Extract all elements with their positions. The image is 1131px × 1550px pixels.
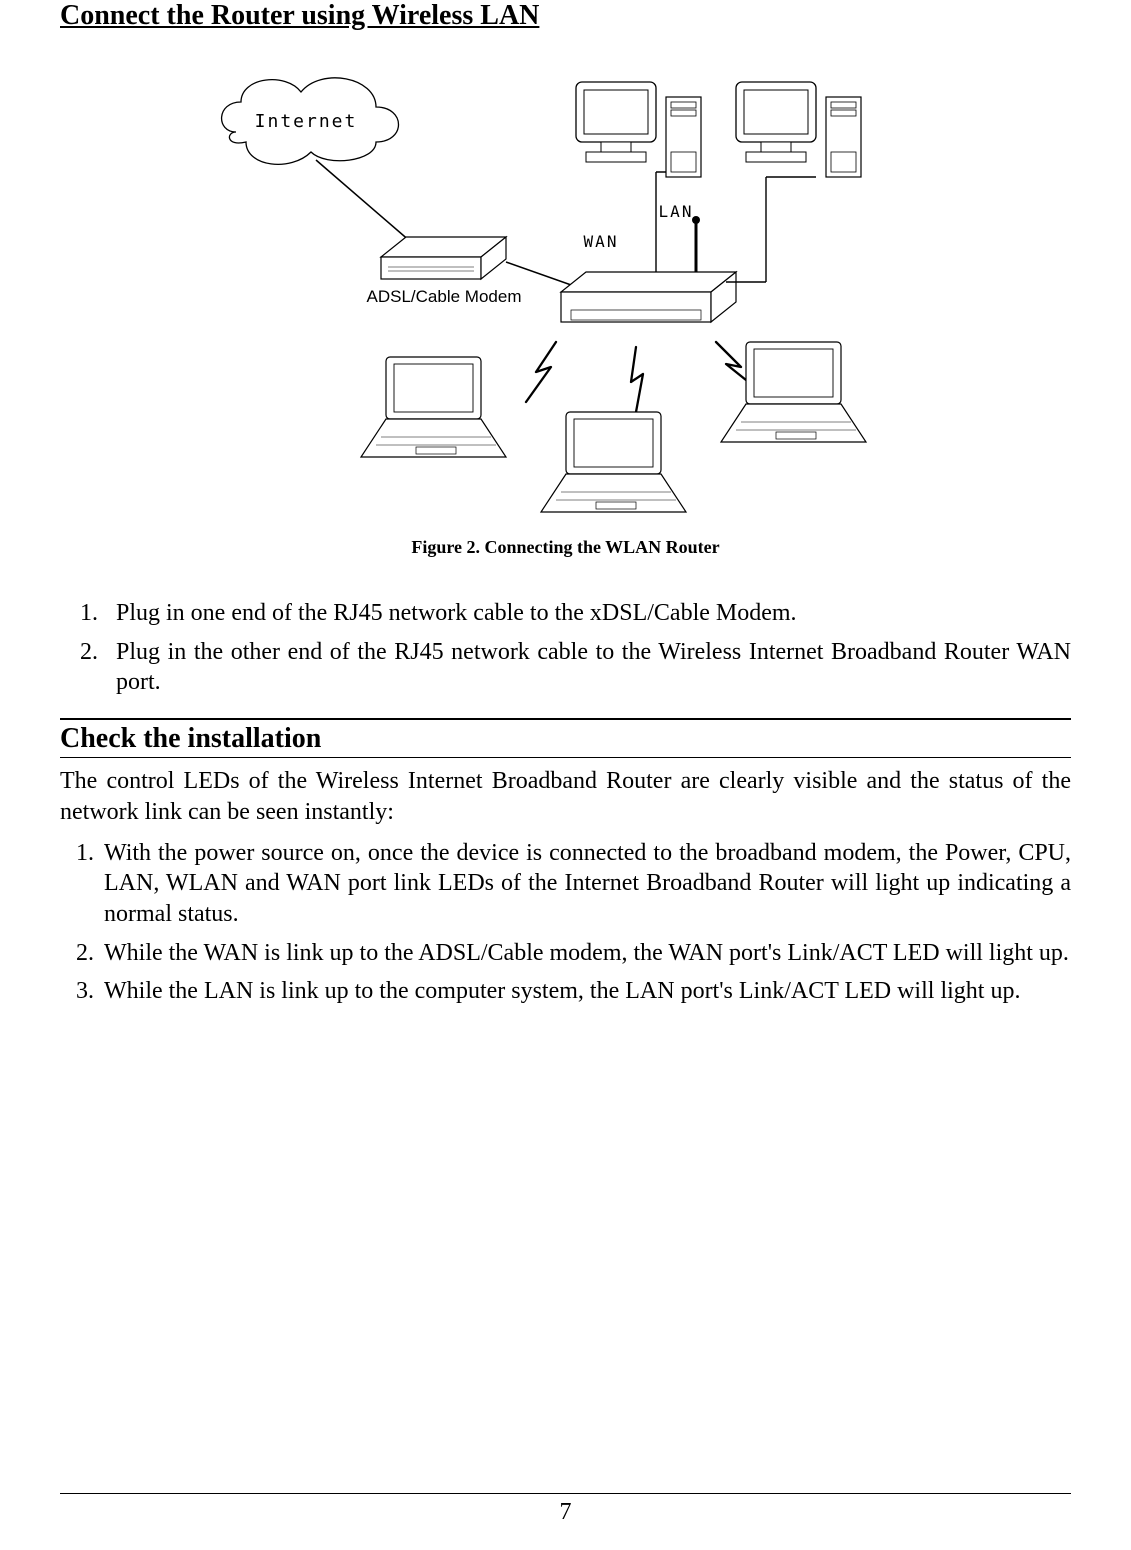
laptop-1 [361, 357, 506, 457]
page-number: 7 [0, 1499, 1131, 1526]
figure-wrap: Internet ADSL/Cable Modem WAN [60, 62, 1071, 527]
wan-label: WAN [583, 232, 618, 251]
modem-icon: ADSL/Cable Modem [366, 237, 521, 306]
page-heading: Connect the Router using Wireless LAN [60, 0, 1071, 32]
modem-label: ADSL/Cable Modem [366, 287, 521, 306]
connect-step-1: Plug in one end of the RJ45 network cabl… [104, 598, 1071, 629]
check-step-3: While the LAN is link up to the computer… [100, 976, 1071, 1007]
check-steps-list: With the power source on, once the devic… [60, 838, 1071, 1008]
check-step-1: With the power source on, once the devic… [100, 838, 1071, 930]
network-diagram: Internet ADSL/Cable Modem WAN [206, 62, 926, 522]
laptop-3 [721, 342, 866, 442]
page-container: Connect the Router using Wireless LAN In… [0, 0, 1131, 1550]
lan-label: LAN [658, 202, 693, 221]
internet-label: Internet [254, 111, 357, 132]
wifi-bolts [526, 342, 761, 412]
internet-cloud: Internet [221, 78, 398, 165]
laptop-2 [541, 412, 686, 512]
connect-steps-list: Plug in one end of the RJ45 network cabl… [60, 598, 1071, 698]
link-cloud-modem [316, 160, 411, 242]
section-title: Check the installation [60, 723, 1071, 755]
desktop-pc-2 [736, 82, 861, 177]
desktop-pc-1 [576, 82, 701, 177]
intro-text: The control LEDs of the Wireless Interne… [60, 766, 1071, 827]
figure-caption: Figure 2. Connecting the WLAN Router [60, 537, 1071, 558]
check-step-2: While the WAN is link up to the ADSL/Cab… [100, 938, 1071, 969]
footer-rule [60, 1493, 1071, 1494]
connect-step-2: Plug in the other end of the RJ45 networ… [104, 637, 1071, 698]
section-title-wrap: Check the installation [60, 718, 1071, 758]
